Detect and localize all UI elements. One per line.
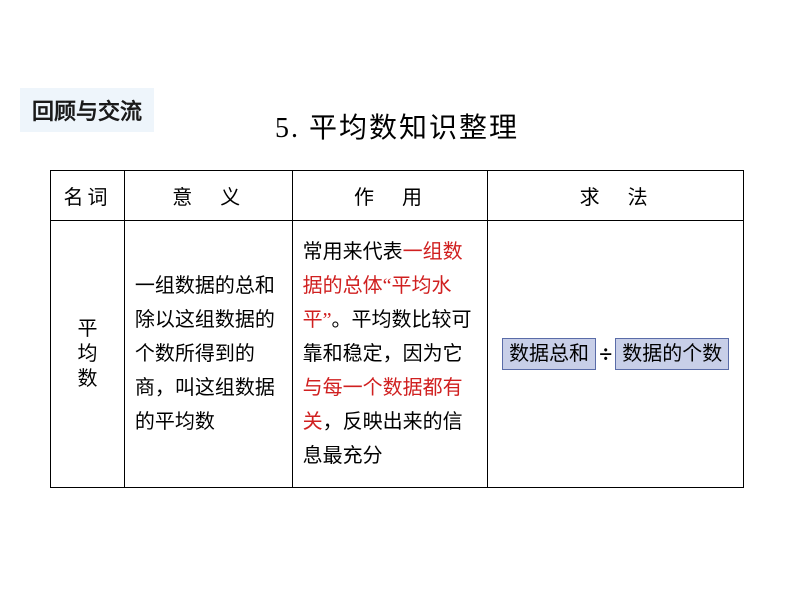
cell-meaning: 一组数据的总和除以这组数据的个数所得到的商，叫这组数据的平均数 xyxy=(124,221,292,488)
header-term: 名词 xyxy=(51,171,125,221)
use-text-1: 常用来代表 xyxy=(303,241,403,263)
method-box-sum: 数据总和 xyxy=(502,338,596,370)
method-box-count: 数据的个数 xyxy=(615,338,729,370)
cell-use: 常用来代表一组数据的总体“平均水平”。平均数比较可靠和稳定，因为它与每一个数据都… xyxy=(292,221,488,488)
header-meaning: 意 义 xyxy=(124,171,292,221)
use-text-3: ，反映出来的信息最充分 xyxy=(303,411,463,467)
knowledge-table: 名词 意 义 作 用 求 法 平均数 一组数据的总和除以这组数据的个数所得到的商… xyxy=(50,170,744,488)
table-row: 平均数 一组数据的总和除以这组数据的个数所得到的商，叫这组数据的平均数 常用来代… xyxy=(51,221,744,488)
cell-term: 平均数 xyxy=(51,221,125,488)
divide-icon: ÷ xyxy=(599,342,612,369)
header-use: 作 用 xyxy=(292,171,488,221)
term-text: 平均数 xyxy=(75,317,99,392)
table-header-row: 名词 意 义 作 用 求 法 xyxy=(51,171,744,221)
cell-method: 数据总和÷数据的个数 xyxy=(488,221,744,488)
header-method: 求 法 xyxy=(488,171,744,221)
page-title: 5. 平均数知识整理 xyxy=(0,106,794,146)
knowledge-table-wrap: 名词 意 义 作 用 求 法 平均数 一组数据的总和除以这组数据的个数所得到的商… xyxy=(50,170,744,488)
